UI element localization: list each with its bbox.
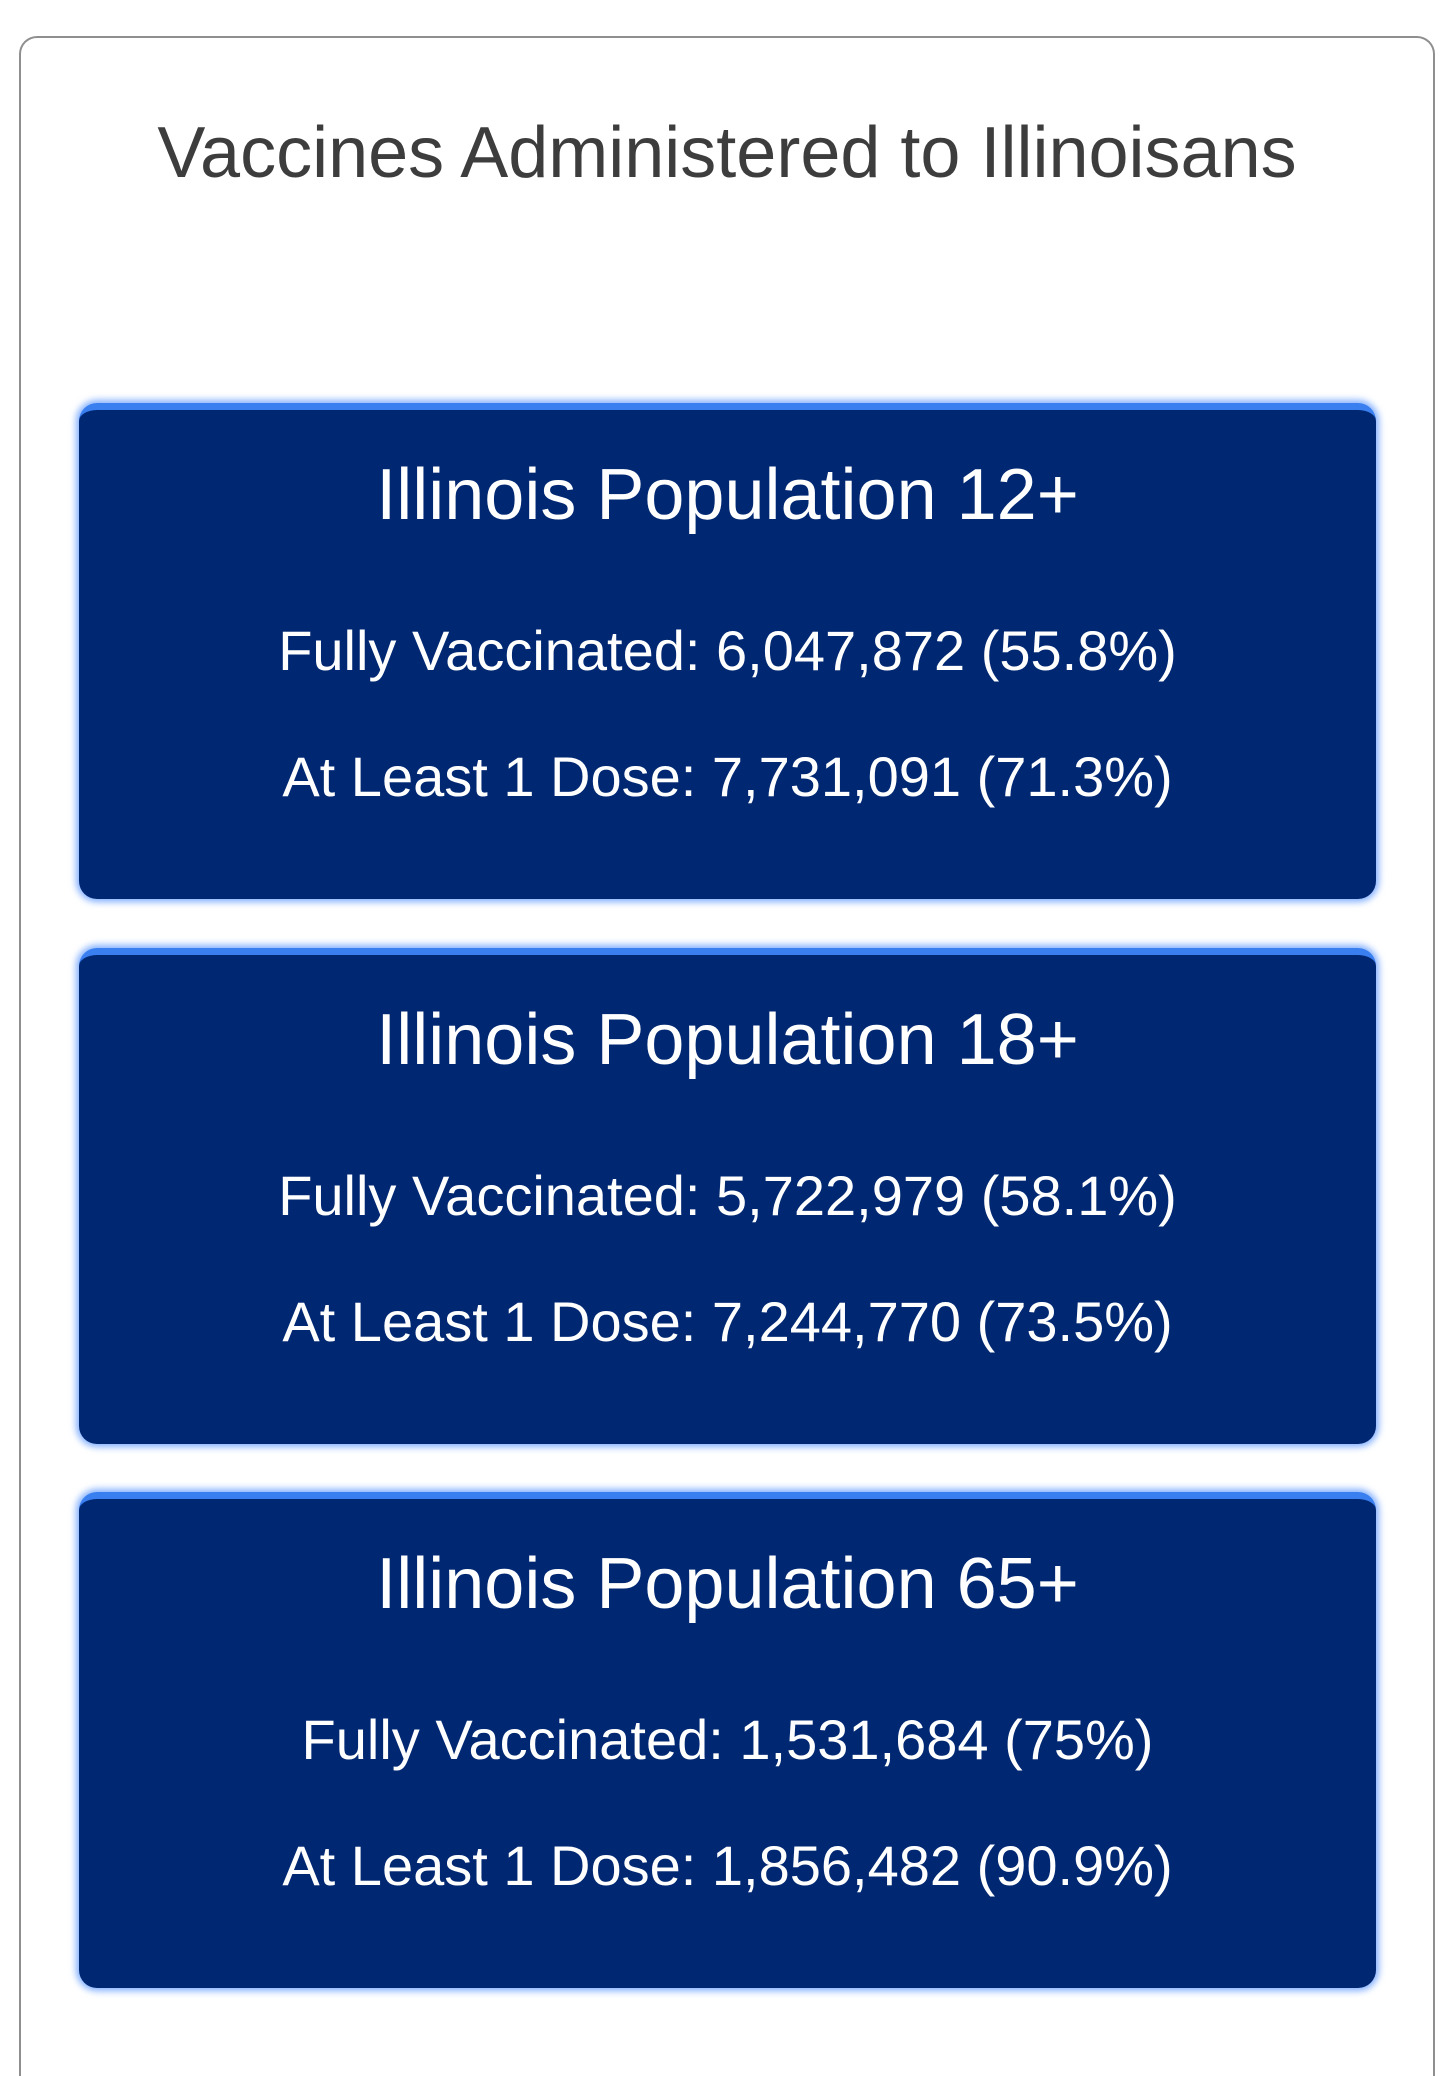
at-least-one-dose-stat: At Least 1 Dose: 7,244,770 (73.5%) [282,1290,1173,1353]
card-title: Illinois Population 65+ [376,1544,1079,1624]
card-population-18-plus: Illinois Population 18+ Fully Vaccinated… [79,948,1376,1444]
card-title: Illinois Population 18+ [376,1000,1079,1080]
at-least-one-dose-stat: At Least 1 Dose: 7,731,091 (71.3%) [282,745,1173,808]
fully-vaccinated-stat: Fully Vaccinated: 6,047,872 (55.8%) [278,619,1177,682]
card-population-65-plus: Illinois Population 65+ Fully Vaccinated… [79,1492,1376,1988]
vaccines-panel: Vaccines Administered to Illinoisans Ill… [19,36,1435,2076]
panel-title: Vaccines Administered to Illinoisans [157,113,1297,193]
card-population-12-plus: Illinois Population 12+ Fully Vaccinated… [79,403,1376,899]
fully-vaccinated-stat: Fully Vaccinated: 1,531,684 (75%) [301,1708,1154,1771]
fully-vaccinated-stat: Fully Vaccinated: 5,722,979 (58.1%) [278,1164,1177,1227]
card-title: Illinois Population 12+ [376,455,1079,535]
at-least-one-dose-stat: At Least 1 Dose: 1,856,482 (90.9%) [282,1834,1173,1897]
